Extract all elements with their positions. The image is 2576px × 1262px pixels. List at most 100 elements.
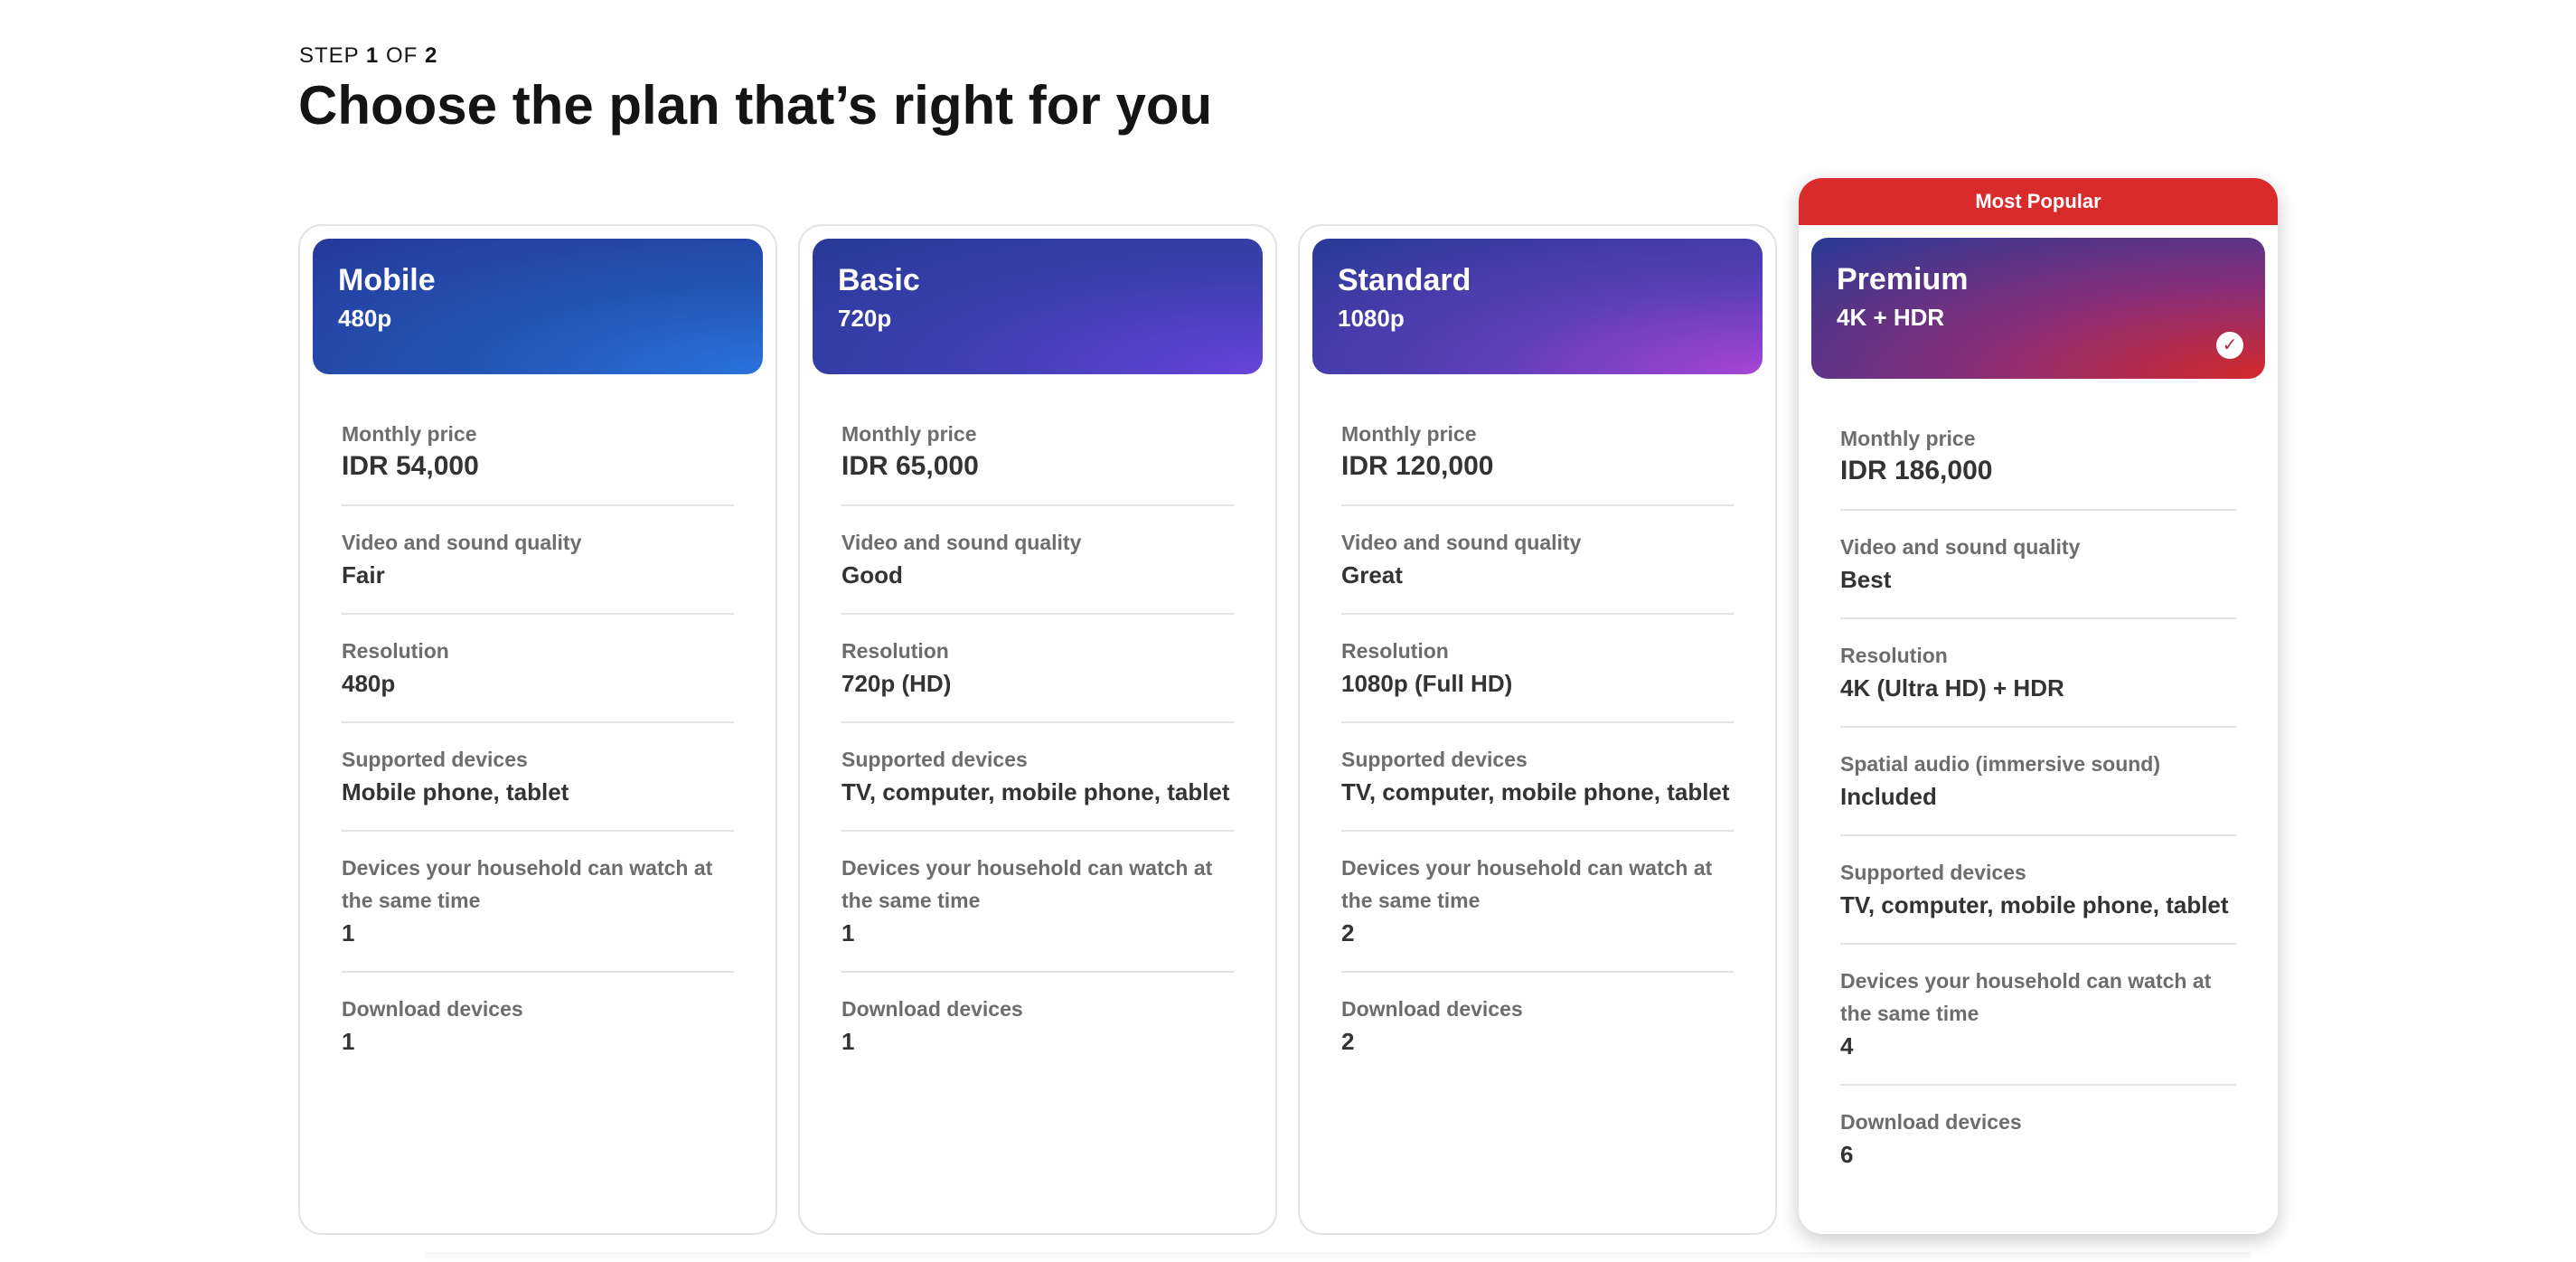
detail-row-download-devices: Download devices 2 bbox=[1341, 973, 1734, 1079]
detail-row-monthly-price: Monthly price IDR 54,000 bbox=[342, 398, 734, 506]
detail-value: 4K (Ultra HD) + HDR bbox=[1840, 674, 2064, 702]
detail-value: 2 bbox=[1341, 1028, 1355, 1055]
detail-label: Resolution bbox=[841, 639, 949, 663]
detail-label: Download devices bbox=[841, 997, 1023, 1021]
detail-value: 720p (HD) bbox=[841, 670, 952, 697]
step-of: OF bbox=[385, 43, 418, 68]
detail-label: Devices your household can watch at the … bbox=[1840, 969, 2212, 1025]
detail-label: Download devices bbox=[342, 997, 523, 1021]
detail-row-supported-devices: Supported devices TV, computer, mobile p… bbox=[841, 723, 1234, 832]
detail-value: 1 bbox=[841, 1028, 855, 1055]
detail-value: Great bbox=[1341, 561, 1403, 589]
detail-row-simultaneous-devices: Devices your household can watch at the … bbox=[1341, 832, 1734, 973]
detail-row-resolution: Resolution 1080p (Full HD) bbox=[1341, 615, 1734, 723]
detail-label: Devices your household can watch at the … bbox=[841, 856, 1213, 912]
plan-header: Standard 1080p bbox=[1312, 239, 1763, 374]
detail-value: TV, computer, mobile phone, tablet bbox=[1840, 891, 2229, 918]
detail-value: IDR 120,000 bbox=[1341, 451, 1494, 481]
detail-value: TV, computer, mobile phone, tablet bbox=[1341, 778, 1730, 805]
detail-row-spatial-audio: Spatial audio (immersive sound) Included bbox=[1840, 728, 2236, 836]
plan-header: Basic 720p bbox=[813, 239, 1263, 374]
detail-value: 480p bbox=[342, 670, 396, 697]
detail-value: Good bbox=[841, 561, 903, 589]
page-title: Choose the plan that’s right for you bbox=[298, 75, 1213, 136]
step-total: 2 bbox=[424, 43, 438, 68]
detail-label: Devices your household can watch at the … bbox=[342, 856, 713, 912]
detail-row-supported-devices: Supported devices TV, computer, mobile p… bbox=[1341, 723, 1734, 832]
detail-value: TV, computer, mobile phone, tablet bbox=[841, 778, 1230, 805]
plan-name: Mobile bbox=[338, 263, 436, 297]
detail-label: Devices your household can watch at the … bbox=[1341, 856, 1713, 912]
plan-header: Premium 4K + HDR ✓ bbox=[1811, 238, 2265, 379]
detail-value: Mobile phone, tablet bbox=[342, 778, 569, 805]
detail-value: 4 bbox=[1840, 1032, 1854, 1060]
plan-details: Monthly price IDR 54,000 Video and sound… bbox=[342, 398, 734, 1079]
plan-resolution-badge: 4K + HDR bbox=[1837, 304, 1945, 331]
plan-card-premium[interactable]: Most Popular Premium 4K + HDR ✓ Monthly … bbox=[1799, 178, 2278, 1234]
check-circle-icon: ✓ bbox=[2216, 332, 2243, 359]
detail-row-resolution: Resolution 720p (HD) bbox=[841, 615, 1234, 723]
bottom-bar-shadow bbox=[425, 1252, 2251, 1262]
step-current: 1 bbox=[365, 43, 380, 68]
detail-row-monthly-price: Monthly price IDR 120,000 bbox=[1341, 398, 1734, 506]
detail-value: 6 bbox=[1840, 1141, 1854, 1168]
detail-row-download-devices: Download devices 6 bbox=[1840, 1086, 2236, 1192]
plan-card-standard[interactable]: Standard 1080p Monthly price IDR 120,000… bbox=[1298, 224, 1777, 1235]
detail-label: Monthly price bbox=[841, 422, 977, 446]
detail-value: 2 bbox=[1341, 919, 1355, 946]
detail-row-resolution: Resolution 4K (Ultra HD) + HDR bbox=[1840, 619, 2236, 728]
detail-row-simultaneous-devices: Devices your household can watch at the … bbox=[841, 832, 1234, 973]
plan-header: Mobile 480p bbox=[313, 239, 763, 374]
detail-label: Spatial audio (immersive sound) bbox=[1840, 752, 2161, 776]
detail-label: Resolution bbox=[1341, 639, 1449, 663]
most-popular-ribbon: Most Popular bbox=[1799, 178, 2278, 225]
plan-details: Monthly price IDR 120,000 Video and soun… bbox=[1341, 398, 1734, 1079]
detail-row-download-devices: Download devices 1 bbox=[342, 973, 734, 1079]
detail-label: Resolution bbox=[1840, 644, 1948, 667]
detail-label: Video and sound quality bbox=[1840, 535, 2081, 559]
detail-value: Included bbox=[1840, 783, 1937, 810]
detail-row-monthly-price: Monthly price IDR 186,000 bbox=[1840, 402, 2236, 511]
detail-value: 1 bbox=[342, 919, 355, 946]
detail-row-supported-devices: Supported devices TV, computer, mobile p… bbox=[1840, 836, 2236, 945]
detail-row-quality: Video and sound quality Great bbox=[1341, 506, 1734, 615]
plan-resolution-badge: 1080p bbox=[1338, 305, 1405, 332]
plan-resolution-badge: 720p bbox=[838, 305, 892, 332]
detail-label: Monthly price bbox=[1840, 427, 1976, 450]
plan-card-mobile[interactable]: Mobile 480p Monthly price IDR 54,000 Vid… bbox=[298, 224, 777, 1235]
detail-row-resolution: Resolution 480p bbox=[342, 615, 734, 723]
detail-value: 1 bbox=[841, 919, 855, 946]
detail-label: Monthly price bbox=[342, 422, 477, 446]
detail-label: Monthly price bbox=[1341, 422, 1477, 446]
plan-name: Standard bbox=[1338, 263, 1471, 297]
detail-label: Video and sound quality bbox=[841, 531, 1082, 554]
detail-row-simultaneous-devices: Devices your household can watch at the … bbox=[342, 832, 734, 973]
detail-row-supported-devices: Supported devices Mobile phone, tablet bbox=[342, 723, 734, 832]
detail-row-quality: Video and sound quality Fair bbox=[342, 506, 734, 615]
detail-row-monthly-price: Monthly price IDR 65,000 bbox=[841, 398, 1234, 506]
detail-row-download-devices: Download devices 1 bbox=[841, 973, 1234, 1079]
step-indicator: STEP 1 OF 2 bbox=[299, 43, 437, 69]
detail-value: Fair bbox=[342, 561, 385, 589]
detail-value: IDR 54,000 bbox=[342, 451, 479, 481]
detail-row-quality: Video and sound quality Best bbox=[1840, 511, 2236, 619]
detail-value: Best bbox=[1840, 566, 1892, 593]
detail-label: Download devices bbox=[1341, 997, 1523, 1021]
detail-label: Resolution bbox=[342, 639, 449, 663]
detail-row-quality: Video and sound quality Good bbox=[841, 506, 1234, 615]
detail-value: IDR 186,000 bbox=[1840, 456, 1993, 485]
detail-label: Supported devices bbox=[342, 748, 528, 771]
detail-label: Supported devices bbox=[1341, 748, 1528, 771]
plan-resolution-badge: 480p bbox=[338, 305, 392, 332]
step-prefix: STEP bbox=[299, 43, 360, 68]
detail-value: 1 bbox=[342, 1028, 355, 1055]
plan-name: Premium bbox=[1837, 262, 1969, 297]
detail-label: Video and sound quality bbox=[1341, 531, 1582, 554]
detail-label: Supported devices bbox=[1840, 861, 2026, 884]
detail-label: Download devices bbox=[1840, 1110, 2022, 1134]
plan-name: Basic bbox=[838, 263, 920, 297]
detail-value: IDR 65,000 bbox=[841, 451, 979, 481]
plan-card-basic[interactable]: Basic 720p Monthly price IDR 65,000 Vide… bbox=[798, 224, 1277, 1235]
plan-details: Monthly price IDR 65,000 Video and sound… bbox=[841, 398, 1234, 1079]
detail-row-simultaneous-devices: Devices your household can watch at the … bbox=[1840, 945, 2236, 1086]
